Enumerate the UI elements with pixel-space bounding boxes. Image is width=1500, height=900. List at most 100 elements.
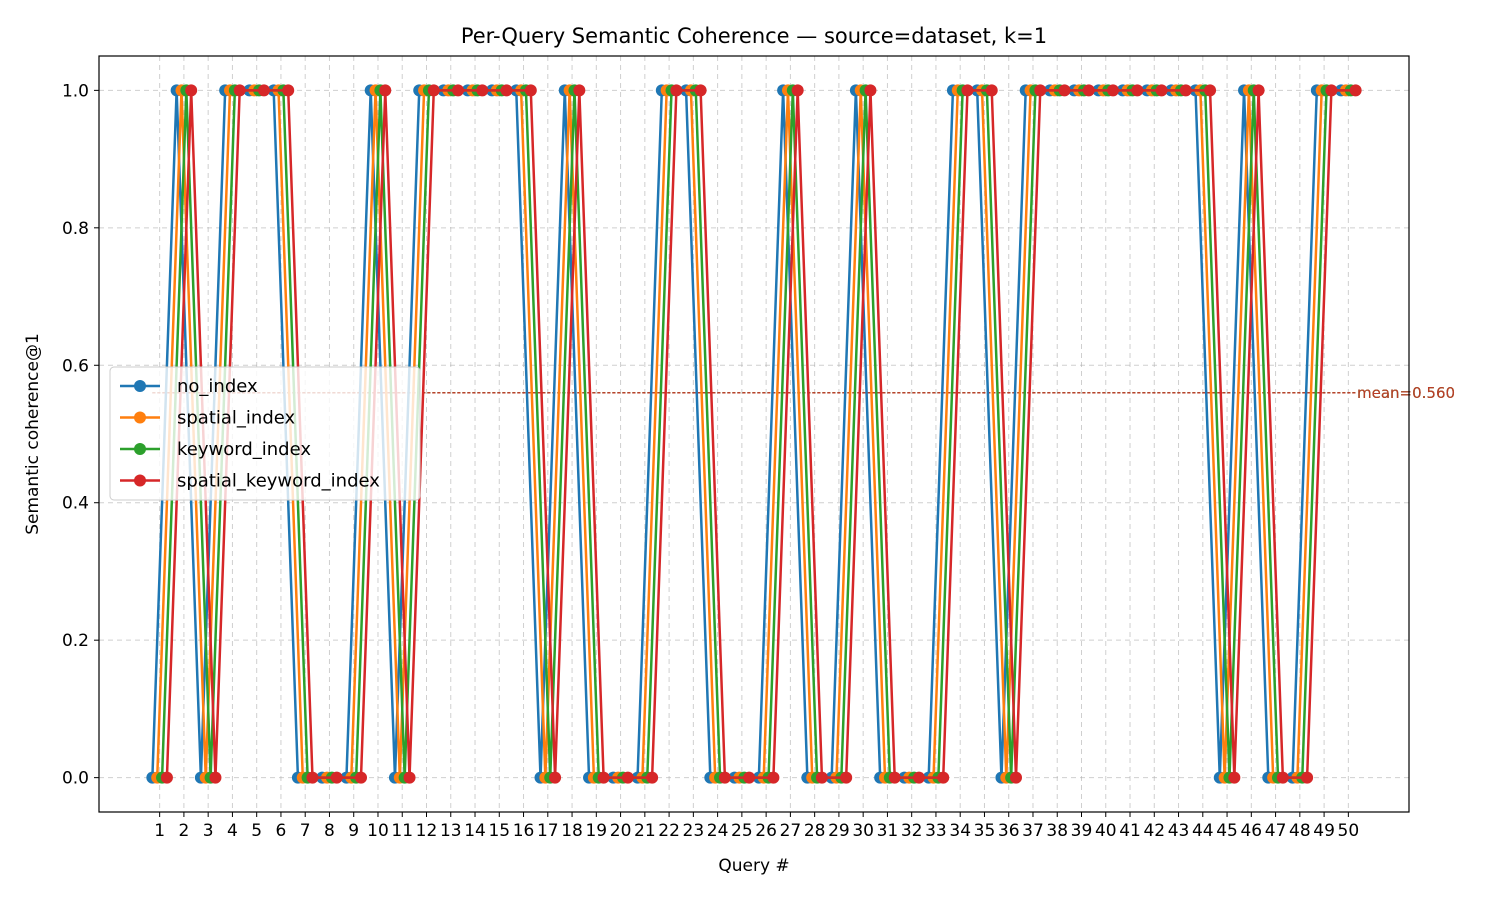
x-tick-label: 45 [1216,821,1238,841]
data-point [985,84,998,97]
x-tick-label: 28 [804,821,826,841]
y-tick-label: 0.6 [62,356,89,376]
data-point [1228,771,1241,784]
x-tick-label: 21 [634,821,656,841]
x-tick-label: 29 [828,821,850,841]
data-point [1325,84,1338,97]
data-point [815,771,828,784]
data-point [888,771,901,784]
data-point [961,84,974,97]
x-tick-label: 20 [610,821,632,841]
data-point [160,771,173,784]
x-tick-label: 3 [203,821,214,841]
mean-label: mean=0.560 [1357,384,1455,402]
x-tick-label: 31 [877,821,899,841]
data-point [209,771,222,784]
x-tick-label: 25 [731,821,753,841]
x-tick-label: 8 [324,821,335,841]
x-tick-label: 14 [464,821,486,841]
data-point [476,84,489,97]
data-point [1179,84,1192,97]
data-point [452,84,465,97]
data-point [718,771,731,784]
data-point [791,84,804,97]
x-tick-label: 7 [300,821,311,841]
x-tick-label: 48 [1289,821,1311,841]
data-point [767,771,780,784]
x-tick-label: 1 [154,821,165,841]
x-tick-label: 12 [416,821,438,841]
data-point [1349,84,1362,97]
data-point [864,84,877,97]
data-point [646,771,659,784]
x-tick-label: 16 [513,821,535,841]
x-tick-label: 42 [1143,821,1165,841]
mean-label: mean=0.560 [1357,384,1455,402]
x-tick-label: 41 [1119,821,1141,841]
data-point [840,771,853,784]
x-tick-label: 40 [1095,821,1117,841]
y-tick-label: 0.4 [62,494,89,514]
x-tick-label: 30 [852,821,874,841]
x-tick-label: 10 [367,821,389,841]
x-tick-label: 23 [683,821,705,841]
legend-swatch-marker [134,474,146,487]
x-tick-label: 46 [1240,821,1262,841]
x-tick-label: 43 [1168,821,1190,841]
series-spatial_keyword_index [160,84,1362,784]
x-axis-label: Query # [718,856,789,876]
data-point [257,84,270,97]
data-point [1082,84,1095,97]
data-point [233,84,246,97]
plot-frame [98,55,1410,813]
x-tick-label: 19 [585,821,607,841]
x-tick-label: 9 [348,821,359,841]
x-tick-label: 50 [1338,821,1360,841]
y-tick-label: 0.2 [62,631,89,651]
legend-item: keyword_index [120,439,311,460]
data-point [1155,84,1168,97]
data-point [1204,84,1217,97]
data-point [1301,771,1314,784]
x-tick-label: 32 [901,821,923,841]
y-axis-label: Semantic coherence@1 [23,333,43,535]
x-tick-label: 17 [537,821,559,841]
x-tick-label: 38 [1046,821,1068,841]
data-point [1010,771,1022,784]
data-point [1058,84,1071,97]
x-axis-ticks: 1 2 3 4 5 6 7 8 9 10 11 12 13 14 15 16 17 18 19 20 21 22 23 24 2… [154,812,1359,841]
data-point [355,771,367,784]
x-tick-label: 11 [391,821,413,841]
legend-box [109,366,421,501]
data-point [500,84,513,97]
x-tick-label: 22 [658,821,680,841]
data-point [937,771,950,784]
x-tick-label: 2 [178,821,189,841]
data-point [1034,84,1047,97]
x-tick-label: 39 [1071,821,1093,841]
data-point [379,84,392,97]
legend-label: spatial_keyword_index [177,471,380,492]
y-tick-label: 0.8 [62,219,89,239]
legend-swatch-marker [134,411,146,424]
legend-swatch-marker [134,443,146,455]
x-tick-label: 18 [561,821,583,841]
data-point [670,84,683,97]
x-tick-label: 34 [949,821,971,841]
x-tick-label: 27 [780,821,802,841]
x-tick-label: 47 [1265,821,1287,841]
data-point [912,771,925,784]
legend-item: spatial_keyword_index [120,471,380,492]
data-point [597,771,610,784]
x-tick-label: 49 [1313,821,1335,841]
legend-item: spatial_index [120,408,296,429]
data-point [549,771,562,784]
x-tick-label: 33 [925,821,947,841]
data-point [524,84,537,97]
data-point [282,84,295,97]
series-lines [146,84,1362,784]
legend-label: keyword_index [177,439,311,460]
mean-label: mean=0.560 [1357,384,1455,402]
data-point [427,84,440,97]
